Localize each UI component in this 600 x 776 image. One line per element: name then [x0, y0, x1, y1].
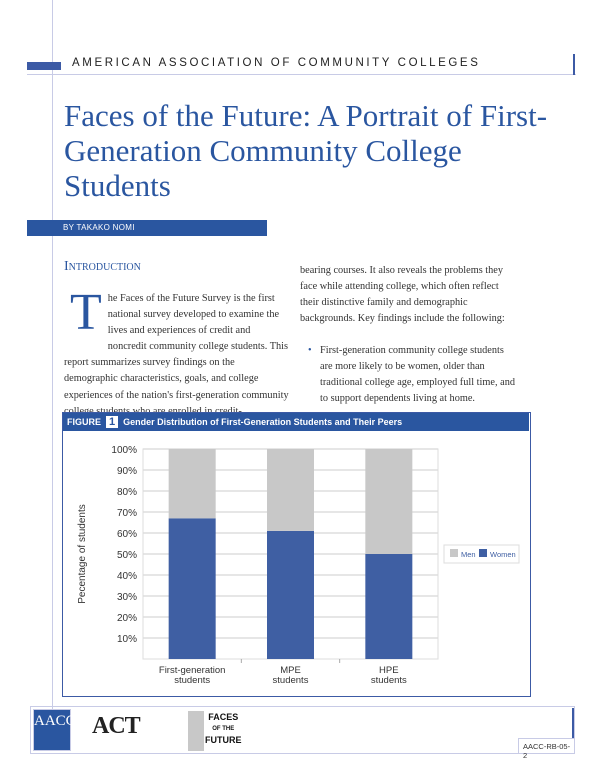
byline: BY TAKAKO NOMI — [27, 220, 267, 236]
legend-label: Women — [490, 550, 516, 559]
section-heading: Introduction — [64, 259, 141, 274]
legend-label: Men — [461, 550, 476, 559]
drop-cap: T — [70, 284, 102, 341]
byline-text: BY TAKAKO NOMI — [63, 223, 135, 232]
x-tick-label: First-generation — [159, 665, 226, 676]
x-tick-label: MPE — [280, 665, 301, 676]
bar-men — [365, 449, 413, 554]
logo-line: OF THE — [212, 726, 235, 732]
x-tick-label: students — [174, 675, 210, 686]
bar-women — [168, 518, 216, 659]
aacc-logo-text: AACC — [34, 713, 76, 729]
y-axis-label: Pecentage of students — [77, 504, 88, 604]
y-tick-label: 50% — [117, 550, 137, 561]
header-rule — [27, 74, 576, 75]
aacc-logo: AACC — [33, 709, 76, 751]
y-tick-label: 20% — [117, 613, 137, 624]
y-tick-label: 10% — [117, 634, 137, 645]
bullet-icon: • — [308, 345, 312, 356]
figure-number: 1 — [106, 416, 119, 428]
x-tick-label: HPE — [379, 665, 399, 676]
footer-accent — [572, 708, 574, 742]
bullet-item: • First-generation community college stud… — [308, 343, 518, 407]
y-tick-label: 40% — [117, 571, 137, 582]
bar-men — [168, 449, 216, 519]
bar-women — [365, 554, 413, 659]
faces-of-the-future-logo: FACES OF THE FUTURE — [205, 711, 242, 747]
header-right-accent — [573, 54, 575, 75]
bar-men — [267, 449, 314, 531]
bar-women — [267, 530, 314, 659]
y-tick-label: 80% — [117, 487, 137, 498]
organization-name: AMERICAN ASSOCIATION OF COMMUNITY COLLEG… — [72, 57, 481, 69]
logo-line: FUTURE — [205, 735, 242, 745]
figure-title: Gender Distribution of First-Generation … — [123, 417, 403, 427]
margin-rule — [52, 0, 53, 745]
bullet-text: First-generation community college stude… — [320, 345, 516, 405]
y-tick-label: 70% — [117, 508, 137, 519]
x-tick-label: students — [371, 675, 407, 686]
footer-bar — [30, 706, 575, 754]
figure-1: FIGURE 1 Gender Distribution of First-Gene… — [62, 412, 531, 697]
logo-line: FACES — [208, 712, 239, 722]
report-code: AACC-RB-05-2 — [518, 738, 575, 760]
figure-header: FIGURE 1 Gender Distribution of First-Gene… — [63, 413, 529, 431]
figure-label: FIGURE — [67, 417, 102, 427]
legend-swatch-men — [450, 549, 458, 557]
legend-swatch-women — [479, 549, 487, 557]
page-title: Faces of the Future: A Portrait of First… — [64, 98, 548, 203]
y-tick-label: 90% — [117, 466, 137, 477]
faces-logo-image — [188, 711, 204, 751]
body-column-2: bearing courses. It also reveals the pro… — [300, 265, 505, 325]
header-accent-block — [27, 62, 61, 70]
y-tick-label: 60% — [117, 529, 137, 540]
y-tick-label: 30% — [117, 592, 137, 603]
x-tick-label: students — [273, 675, 309, 686]
paragraph: he Faces of the Future Survey is the fir… — [64, 293, 289, 417]
act-logo: ACT — [92, 713, 141, 739]
stacked-bar-chart: 10% 20% 30% 40% 50% 60% 70% 80% 90% 100% Pecentage… — [77, 445, 520, 686]
y-tick-label: 100% — [111, 445, 137, 456]
